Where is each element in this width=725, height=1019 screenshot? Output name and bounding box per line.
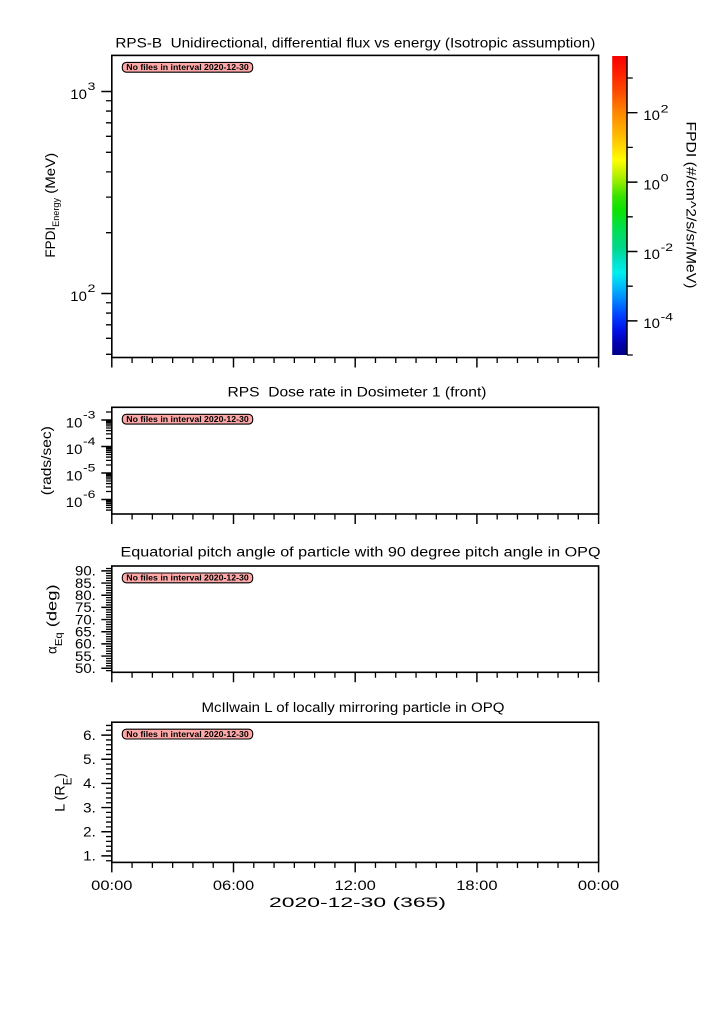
svg-text:55.: 55. — [75, 649, 96, 664]
svg-text:70.: 70. — [75, 612, 96, 627]
svg-text:90.: 90. — [75, 564, 96, 579]
svg-text:5.: 5. — [83, 752, 96, 767]
svg-text:10: 10 — [643, 177, 660, 192]
svg-text:4.: 4. — [83, 776, 96, 791]
svg-text:3.: 3. — [83, 800, 96, 815]
svg-text:2: 2 — [661, 103, 669, 115]
svg-text:FPDIEnergy (MeV): FPDIEnergy (MeV) — [43, 153, 61, 258]
svg-text:10: 10 — [643, 316, 660, 331]
svg-text:10: 10 — [66, 495, 83, 510]
svg-text:No files in interval 2020-12-3: No files in interval 2020-12-30 — [126, 729, 249, 739]
svg-text:60.: 60. — [75, 637, 96, 652]
svg-text:-5: -5 — [83, 463, 95, 475]
svg-text:00:00: 00:00 — [91, 878, 132, 893]
svg-text:FPDI (#/cm^2/s/sr/MeV): FPDI (#/cm^2/s/sr/MeV) — [683, 122, 698, 289]
svg-text:10: 10 — [66, 468, 83, 483]
svg-text:RPS Dose rate in Dosimeter 1: RPS Dose rate in Dosimeter 1 (front) — [228, 385, 487, 400]
svg-text:6.: 6. — [83, 728, 96, 743]
svg-text:-2: -2 — [661, 242, 673, 254]
svg-text:65.: 65. — [75, 624, 96, 639]
svg-text:2: 2 — [88, 283, 96, 295]
svg-text:10: 10 — [643, 108, 660, 123]
svg-text:McIlwain L of locally mirrorin: McIlwain L of locally mirroring particle… — [202, 700, 505, 715]
svg-text:RPS-B Unidirectional, differe: RPS-B Unidirectional, differential flux … — [115, 35, 595, 50]
svg-text:αEq (deg): αEq (deg) — [45, 584, 66, 654]
svg-text:10: 10 — [66, 442, 83, 457]
svg-text:3: 3 — [88, 81, 96, 93]
svg-text:1.: 1. — [83, 849, 96, 864]
svg-text:06:00: 06:00 — [213, 878, 254, 893]
svg-text:18:00: 18:00 — [456, 878, 497, 893]
svg-text:-4: -4 — [661, 312, 673, 324]
svg-text:10: 10 — [70, 87, 87, 102]
svg-text:(rads/sec): (rads/sec) — [39, 426, 54, 495]
svg-text:No files in interval 2020-12-3: No files in interval 2020-12-30 — [126, 573, 249, 583]
svg-text:-6: -6 — [83, 489, 95, 501]
svg-text:0: 0 — [661, 173, 669, 185]
svg-text:L (RE): L (RE) — [53, 773, 75, 812]
svg-text:12:00: 12:00 — [335, 878, 376, 893]
svg-text:00:00: 00:00 — [578, 878, 619, 893]
svg-text:10: 10 — [70, 289, 87, 304]
svg-text:80.: 80. — [75, 588, 96, 603]
svg-text:50.: 50. — [75, 661, 96, 676]
svg-text:2020-12-30 (365): 2020-12-30 (365) — [269, 895, 446, 910]
svg-text:No files in interval 2020-12-3: No files in interval 2020-12-30 — [126, 414, 249, 424]
svg-text:No files in interval 2020-12-3: No files in interval 2020-12-30 — [126, 62, 249, 72]
svg-text:85.: 85. — [75, 576, 96, 591]
svg-text:75.: 75. — [75, 600, 96, 615]
svg-text:10: 10 — [66, 415, 83, 430]
svg-text:-4: -4 — [83, 436, 95, 448]
svg-text:-3: -3 — [83, 410, 95, 422]
svg-text:2.: 2. — [83, 824, 96, 839]
svg-text:10: 10 — [643, 247, 660, 262]
svg-text:Equatorial pitch angle of part: Equatorial pitch angle of particle with … — [121, 544, 601, 559]
